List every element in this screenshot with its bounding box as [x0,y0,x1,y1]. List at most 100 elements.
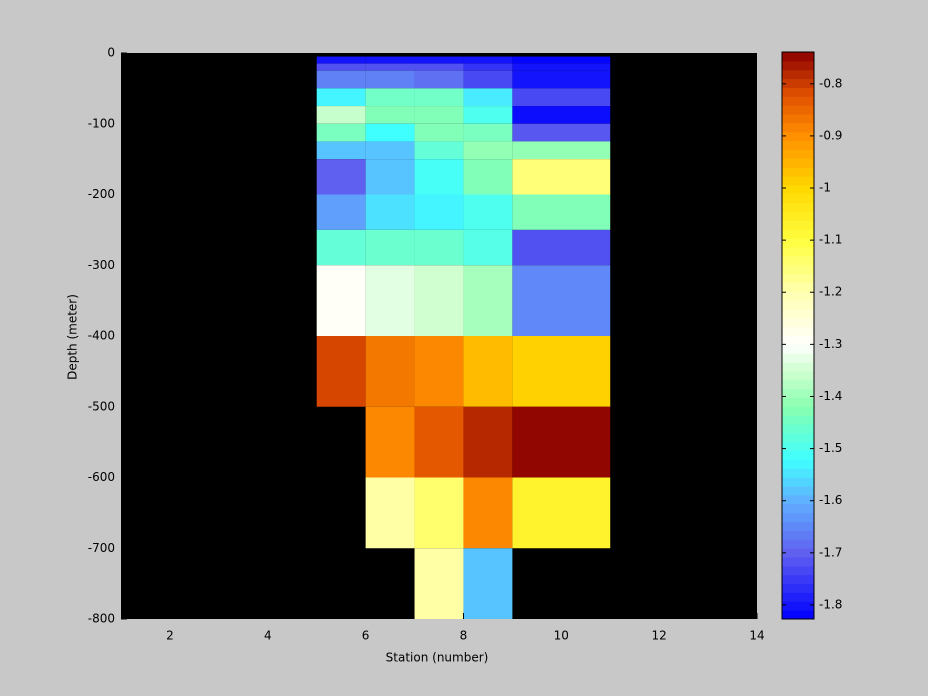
colorbar-band [782,539,814,549]
colorbar-band [782,450,814,461]
colorbar-tick-label: -0.8 [819,76,842,90]
colorbar-band [782,264,814,274]
colorbar-band [782,246,814,257]
colorbar-band [782,149,814,159]
heatmap-cell [414,336,464,407]
heatmap-cell [316,159,366,195]
heatmap-cell [365,406,415,478]
colorbar-band [782,556,814,567]
heatmap-cell [414,123,464,142]
heatmap-cell [463,477,513,549]
colorbar-band [782,78,814,88]
colorbar-tick-label: -1.3 [819,337,842,351]
heatmap-cell [463,88,513,107]
colorbar-band [782,52,814,62]
colorbar-band [782,459,814,469]
colorbar-band [782,610,814,620]
heatmap-cell [365,265,415,336]
heatmap-cell [463,56,513,64]
heatmap-cell [414,229,464,266]
heatmap-cell [365,194,415,230]
heatmap-cell [316,56,366,64]
heatmap-cell [414,141,464,160]
colorbar-band [782,273,814,283]
heatmap-cell [414,63,464,71]
colorbar-band [782,494,814,505]
y-tick-label: -800 [88,612,115,626]
x-axis-label: Station (number) [386,651,489,665]
heatmap-cell [365,106,415,124]
heatmap-cell [414,406,464,478]
heatmap-cell [316,63,366,71]
colorbar-band [782,193,814,204]
colorbar-tick-label: -1.1 [819,233,842,247]
colorbar-band [782,362,814,372]
y-tick-label: -300 [88,258,115,272]
colorbar-band [782,548,814,558]
colorbar-band [782,114,814,124]
heatmap-cell [463,265,513,336]
colorbar-band [782,441,814,452]
colorbar-band [782,406,814,416]
colorbar-band [782,105,814,115]
colorbar-band [782,370,814,381]
heatmap-cell [414,70,464,89]
colorbar-tick-label: -1.2 [819,285,842,299]
heatmap-cell [512,141,611,160]
heatmap-cell [414,477,464,549]
heatmap-cell [414,56,464,64]
colorbar-band [782,468,814,478]
heatmap-cell [365,56,415,64]
y-tick-label: -500 [88,399,115,413]
colorbar-band [782,503,814,514]
colorbar-band [782,486,814,496]
heatmap-cell [463,141,513,160]
heatmap-cell [414,194,464,230]
colorbar-band [782,202,814,212]
heatmap-cell [463,194,513,230]
colorbar-band [782,424,814,434]
heatmap-cell [365,123,415,142]
heatmap-cell [365,477,415,549]
heatmap-cell [365,70,415,89]
heatmap-cell [414,106,464,124]
y-tick-label: -100 [88,116,115,130]
colorbar-band [782,432,814,443]
colorbar-band [782,300,814,310]
y-tick-label: -400 [88,329,115,343]
colorbar-band [782,176,814,186]
heatmap-cell [512,63,611,71]
y-tick-label: -600 [88,470,115,484]
colorbar-band [782,291,814,301]
colorbar-band [782,326,814,336]
colorbar-tick-label: -1.4 [819,389,842,403]
colorbar-tick-label: -1 [819,181,831,195]
heatmap-cell [463,106,513,124]
colorbar-band [782,60,814,71]
x-tick-label: 2 [166,629,174,643]
colorbar-band [782,140,814,150]
heatmap-cell [316,88,366,107]
colorbar-band [782,601,814,611]
heatmap-cell [512,56,611,64]
heatmap-cell [414,265,464,336]
heatmap-cell [512,88,611,107]
colorbar-band [782,87,814,97]
heatmap-cell [512,70,611,89]
y-tick-label: 0 [107,46,115,60]
heatmap-cell [365,63,415,71]
colorbar-band [782,220,814,230]
colorbar-band [782,530,814,540]
heatmap-cell [316,229,366,266]
heatmap-cell [512,265,611,336]
colorbar-band [782,158,814,168]
heatmap-cell [512,477,611,549]
heatmap-cell [512,106,611,124]
heatmap-cell [463,336,513,407]
heatmap-cell [316,194,366,230]
heatmap-cell [316,70,366,89]
colorbar-band [782,397,814,407]
heatmap-cell [414,159,464,195]
heatmap-cell [414,548,464,619]
